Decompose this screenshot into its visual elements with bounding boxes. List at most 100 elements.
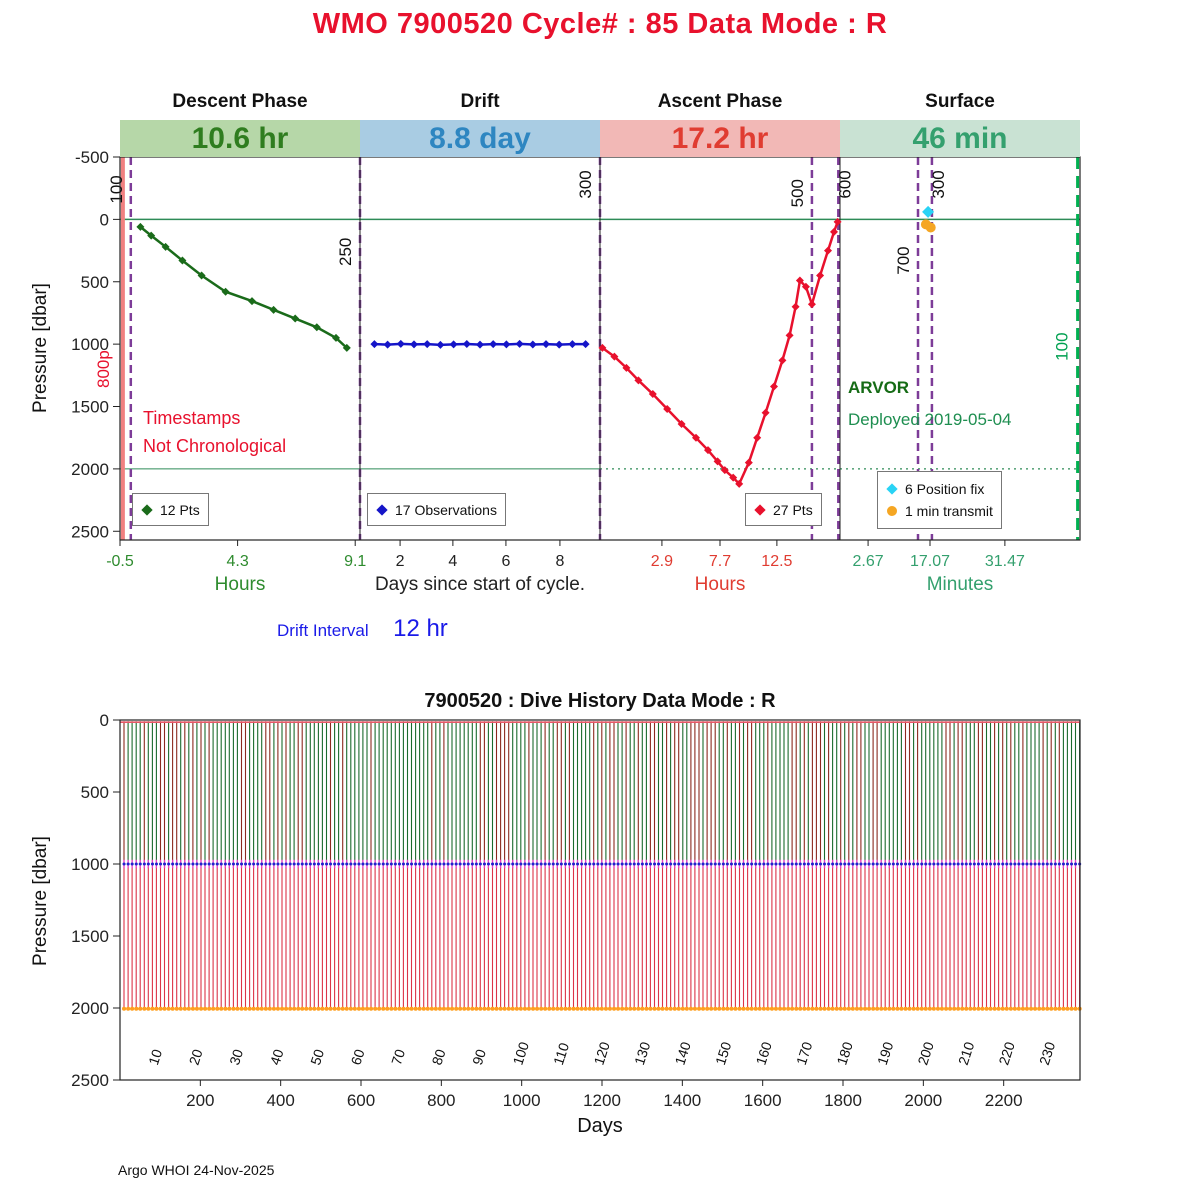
cycle-number-label: 40 bbox=[267, 1047, 287, 1067]
cycle-number-label: 230 bbox=[1036, 1040, 1059, 1067]
cycle-number-label: 50 bbox=[307, 1047, 327, 1067]
marker-ascent bbox=[753, 433, 762, 442]
dive-history-title: 7900520 : Dive History Data Mode : R bbox=[424, 690, 776, 712]
cycle-number-label: 70 bbox=[388, 1047, 408, 1067]
top-ytick-label: 2500 bbox=[71, 522, 109, 541]
cycle-number-label: 100 bbox=[510, 1040, 533, 1067]
marker-ascent bbox=[795, 276, 804, 285]
bottom-ytick-label: 2000 bbox=[71, 999, 109, 1018]
top-ytick-label: 1500 bbox=[71, 398, 109, 417]
marker-ascent bbox=[704, 446, 712, 455]
marker-drift bbox=[489, 340, 498, 349]
bottom-ylabel: Pressure [dbar] bbox=[30, 836, 51, 966]
marker-descent bbox=[221, 287, 230, 296]
cycle-number-label: 150 bbox=[712, 1040, 735, 1067]
bottom-xtick-label: 1200 bbox=[583, 1091, 621, 1110]
marker-drift bbox=[436, 340, 445, 349]
bottom-ytick-label: 500 bbox=[81, 783, 109, 802]
page-title: WMO 7900520 Cycle# : 85 Data Mode : R bbox=[312, 8, 888, 40]
marker-drift bbox=[449, 340, 458, 349]
top-ytick-label: 1000 bbox=[71, 335, 109, 354]
marker-descent bbox=[248, 297, 256, 306]
top-xtick-label: 2.9 bbox=[651, 553, 673, 570]
footer-credit: Argo WHOI 24-Nov-2025 bbox=[118, 1162, 275, 1178]
bottom-xtick-label: 1800 bbox=[824, 1091, 862, 1110]
marker-label-100: 100 bbox=[1053, 332, 1072, 360]
drift-interval: Drift Interval 12 hr bbox=[277, 615, 448, 643]
marker-descent bbox=[147, 231, 156, 240]
cycle-number-label: 220 bbox=[995, 1040, 1018, 1067]
marker-label-250: 250 bbox=[336, 238, 355, 266]
marker-label-600: 600 bbox=[835, 170, 854, 198]
cycle-number-label: 170 bbox=[793, 1040, 816, 1067]
marker-ascent bbox=[791, 302, 800, 311]
top-xtick-label: 6 bbox=[501, 553, 510, 570]
drift-interval-value: 12 hr bbox=[393, 615, 448, 642]
marker-drift bbox=[423, 340, 432, 349]
marker-descent bbox=[178, 256, 187, 265]
marker-drift bbox=[581, 340, 590, 349]
marker-ascent bbox=[735, 479, 744, 488]
top-xtick-label: 12.5 bbox=[761, 553, 792, 570]
bottom-xtick-label: 200 bbox=[186, 1091, 214, 1110]
marker-descent bbox=[197, 271, 206, 280]
marker-label-700: 700 bbox=[894, 246, 913, 274]
bottom-ytick-label: 0 bbox=[100, 711, 109, 730]
timestamps-note: Timestamps Not Chronological bbox=[143, 404, 286, 460]
cycle-number-label: 20 bbox=[186, 1047, 206, 1067]
marker-ascent bbox=[720, 466, 729, 475]
marker-ascent bbox=[801, 282, 810, 291]
marker-ascent bbox=[622, 363, 631, 372]
marker-position_fix bbox=[922, 205, 935, 218]
marker-descent bbox=[312, 323, 321, 332]
cycle-number-label: 120 bbox=[591, 1040, 614, 1067]
top-ytick-label: 2000 bbox=[71, 460, 109, 479]
marker-ascent bbox=[663, 405, 672, 414]
marker-drift bbox=[542, 340, 550, 349]
top-xtick-label: 17.07 bbox=[910, 553, 950, 570]
top-xtick-label: 9.1 bbox=[344, 553, 366, 570]
cycle-number-label: 180 bbox=[833, 1040, 856, 1067]
marker-ascent bbox=[744, 458, 753, 467]
cycle-number-label: 140 bbox=[671, 1040, 694, 1067]
bottom-ytick-label: 1500 bbox=[71, 927, 109, 946]
marker-drift bbox=[568, 340, 577, 349]
top-xtick-label: 2.67 bbox=[853, 553, 884, 570]
top-ytick-label: 500 bbox=[81, 273, 109, 292]
marker-ascent bbox=[729, 473, 738, 482]
marker-label-300: 300 bbox=[929, 170, 948, 198]
top-xtick-label: 7.7 bbox=[709, 553, 731, 570]
marker-ascent bbox=[761, 408, 770, 417]
top-xtick-label: 4.3 bbox=[226, 553, 248, 570]
marker-ascent bbox=[713, 457, 722, 466]
bottom-ytick-label: 2500 bbox=[71, 1071, 109, 1090]
cycle-number-label: 80 bbox=[429, 1047, 449, 1067]
dive-descent-lines-green bbox=[127, 721, 1081, 862]
marker-ascent bbox=[778, 356, 787, 365]
float-model-label: ARVOR bbox=[848, 378, 910, 397]
marker-descent bbox=[291, 314, 300, 323]
marker-drift bbox=[528, 340, 537, 349]
dive-deep-lines bbox=[123, 866, 1081, 1010]
marker-ascent bbox=[770, 382, 778, 391]
series-line-descent bbox=[139, 225, 348, 349]
marker-label-500: 500 bbox=[788, 179, 807, 207]
marker-label-100: 100 bbox=[107, 175, 126, 203]
top-xtick-label: 8 bbox=[555, 553, 564, 570]
marker-drift bbox=[383, 340, 392, 349]
marker-ascent bbox=[816, 271, 825, 280]
marker-ascent bbox=[824, 246, 832, 255]
cycle-number-label: 130 bbox=[631, 1040, 654, 1067]
marker-label-300: 300 bbox=[576, 170, 595, 198]
cycle-number-label: 30 bbox=[226, 1047, 246, 1067]
top-xtick-label: 4 bbox=[448, 553, 457, 570]
marker-drift bbox=[476, 340, 484, 349]
marker-descent bbox=[269, 305, 278, 314]
marker-ascent bbox=[785, 331, 794, 340]
top-ytick-label: 0 bbox=[100, 210, 109, 229]
marker-ascent bbox=[807, 300, 816, 309]
bottom-xtick-label: 2000 bbox=[904, 1091, 942, 1110]
cycle-number-label: 190 bbox=[874, 1040, 897, 1067]
top-xtick-label: 31.47 bbox=[985, 553, 1025, 570]
